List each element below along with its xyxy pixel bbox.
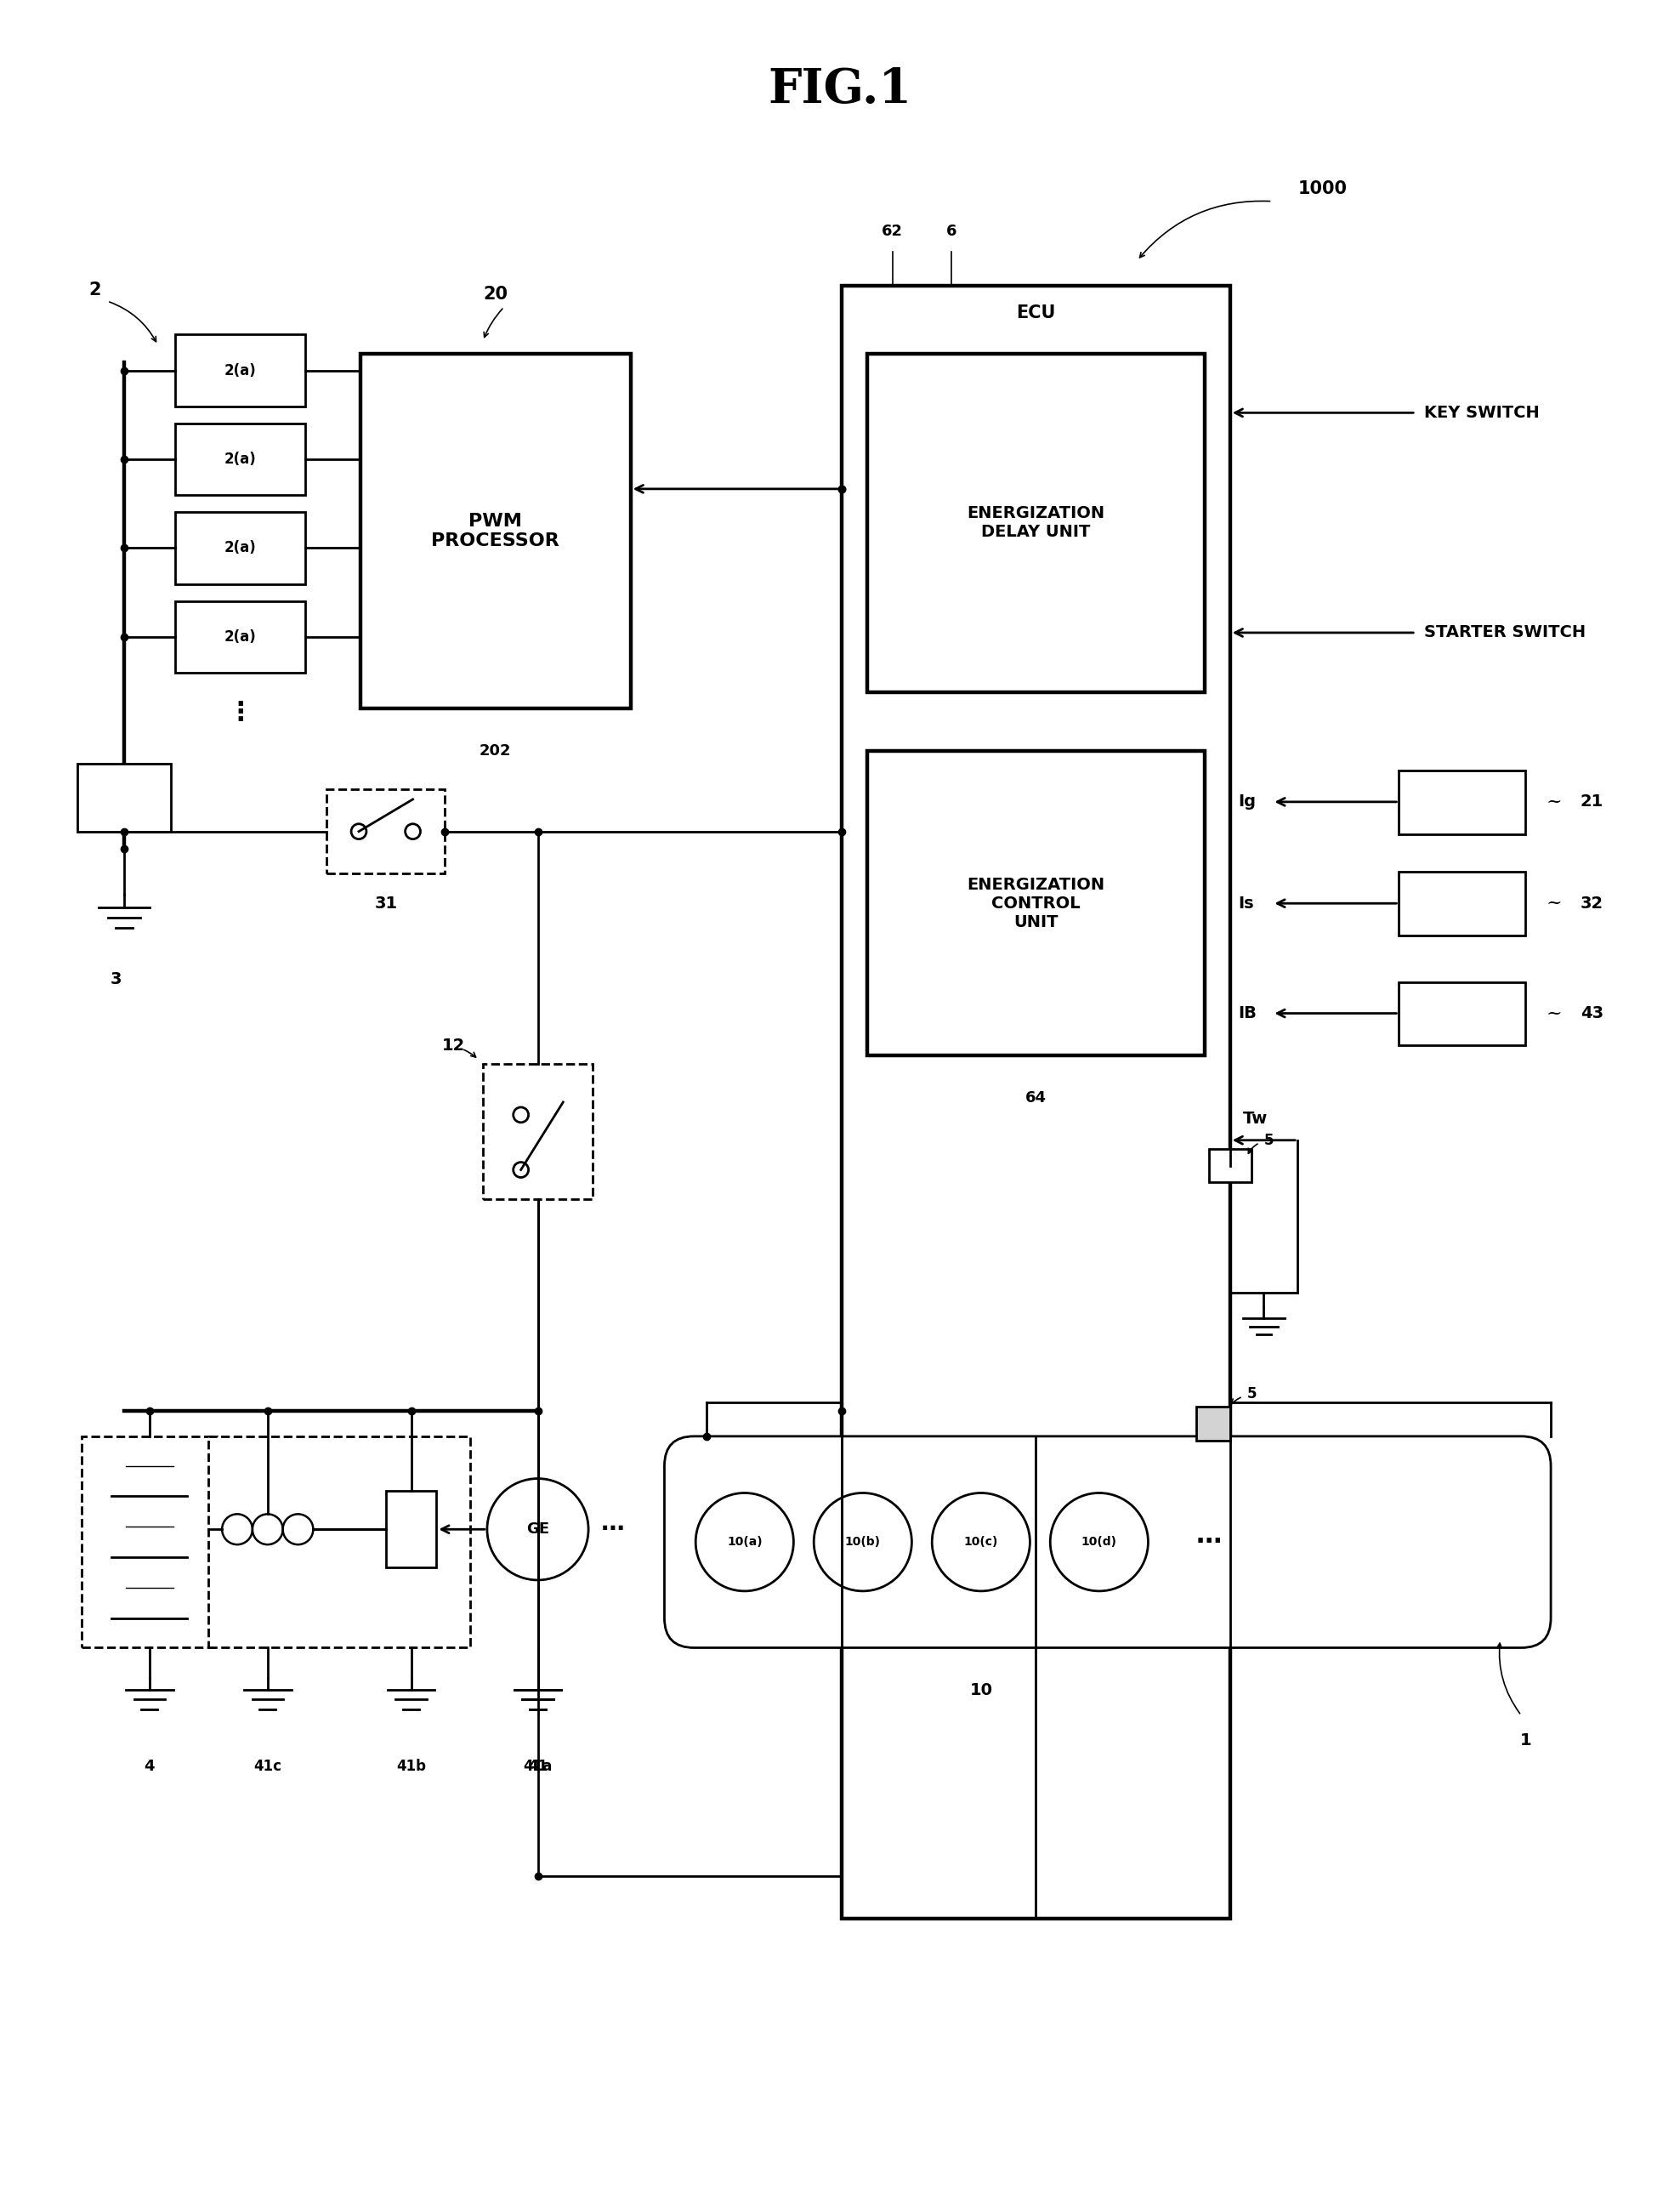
- Text: 1000: 1000: [1297, 180, 1347, 198]
- FancyBboxPatch shape: [664, 1436, 1551, 1648]
- Text: Tw: Tw: [1243, 1111, 1268, 1128]
- Text: 2(a): 2(a): [223, 452, 257, 468]
- Text: 202: 202: [479, 744, 511, 759]
- Text: 3: 3: [109, 972, 121, 988]
- Text: IB: IB: [1238, 1005, 1257, 1021]
- Text: ~: ~: [1547, 893, 1562, 913]
- Bar: [326, 790, 445, 874]
- Text: 41a: 41a: [522, 1758, 553, 1774]
- Text: GE: GE: [526, 1521, 549, 1536]
- Text: PWM
PROCESSOR: PWM PROCESSOR: [432, 514, 559, 549]
- Bar: [361, 353, 630, 709]
- Text: FIG.1: FIG.1: [768, 66, 912, 112]
- Bar: [1196, 1407, 1230, 1440]
- Bar: [386, 1490, 437, 1567]
- Text: 10(d): 10(d): [1082, 1536, 1117, 1547]
- Text: 12: 12: [442, 1038, 465, 1054]
- Text: 1: 1: [1520, 1732, 1530, 1749]
- Text: 10: 10: [969, 1681, 993, 1699]
- Bar: [842, 285, 1230, 1918]
- Bar: [77, 764, 171, 832]
- Text: 5: 5: [1263, 1133, 1273, 1148]
- Text: 41c: 41c: [254, 1758, 282, 1774]
- Text: ~: ~: [1547, 1003, 1562, 1023]
- Text: ⋮: ⋮: [227, 700, 254, 724]
- Bar: [175, 424, 306, 496]
- Text: 6: 6: [946, 224, 956, 239]
- Text: 64: 64: [1025, 1091, 1047, 1106]
- Text: 5: 5: [1247, 1387, 1257, 1403]
- Text: ~: ~: [1547, 792, 1562, 812]
- Text: 41: 41: [528, 1758, 548, 1774]
- Bar: [175, 511, 306, 584]
- Text: 20: 20: [484, 285, 507, 303]
- Bar: [867, 353, 1205, 691]
- Bar: [1399, 981, 1525, 1045]
- Text: 10(c): 10(c): [964, 1536, 998, 1547]
- Bar: [1399, 770, 1525, 834]
- Bar: [175, 334, 306, 406]
- Text: 31: 31: [375, 896, 398, 911]
- Text: 21: 21: [1581, 795, 1603, 810]
- Text: STARTER SWITCH: STARTER SWITCH: [1425, 626, 1586, 641]
- Bar: [1210, 1148, 1252, 1183]
- Text: 2(a): 2(a): [223, 540, 257, 555]
- Text: 4: 4: [144, 1758, 155, 1774]
- Text: ENERGIZATION
CONTROL
UNIT: ENERGIZATION CONTROL UNIT: [968, 876, 1105, 931]
- Text: 2: 2: [89, 281, 101, 299]
- Text: ECU: ECU: [1016, 305, 1055, 320]
- Text: KEY SWITCH: KEY SWITCH: [1425, 404, 1539, 421]
- Text: 2(a): 2(a): [223, 362, 257, 378]
- Bar: [82, 1436, 217, 1648]
- Text: ENERGIZATION
DELAY UNIT: ENERGIZATION DELAY UNIT: [968, 505, 1105, 540]
- Bar: [208, 1436, 470, 1648]
- Text: ⋯: ⋯: [601, 1517, 625, 1541]
- Text: 43: 43: [1581, 1005, 1603, 1021]
- Text: 2(a): 2(a): [223, 630, 257, 645]
- Text: 10(b): 10(b): [845, 1536, 880, 1547]
- Text: 62: 62: [882, 224, 902, 239]
- Bar: [867, 751, 1205, 1056]
- Text: 10(a): 10(a): [727, 1536, 763, 1547]
- Bar: [482, 1065, 593, 1198]
- Text: 32: 32: [1581, 896, 1603, 911]
- Text: 41b: 41b: [396, 1758, 427, 1774]
- Text: ⋯: ⋯: [1196, 1530, 1221, 1554]
- Text: Is: Is: [1238, 896, 1255, 911]
- Bar: [175, 601, 306, 674]
- Bar: [1399, 871, 1525, 935]
- Text: Ig: Ig: [1238, 795, 1257, 810]
